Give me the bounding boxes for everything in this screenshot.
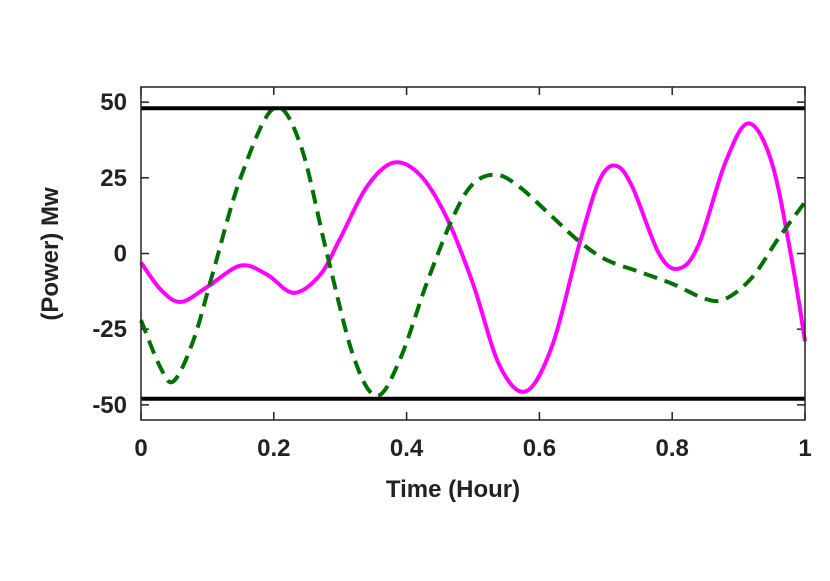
line: [139, 121, 807, 394]
y-axis-label: (Power) Mw: [37, 187, 64, 321]
x-tick-label: 1: [798, 435, 811, 462]
y-tick-label: 50: [100, 89, 127, 116]
line: [139, 105, 807, 398]
x-tick-label: 0.2: [257, 435, 290, 462]
x-tick-label: 0.8: [656, 435, 689, 462]
x-tick-label: 0.6: [523, 435, 556, 462]
x-tick-label: 0: [134, 435, 147, 462]
y-tick-label: -25: [92, 316, 127, 343]
x-axis-label: Time (Hour): [386, 476, 520, 503]
y-tick-label: 0: [114, 241, 127, 268]
y-tick-label: 25: [100, 165, 127, 192]
plot-frame: [140, 86, 806, 421]
x-tick-label: 0.4: [390, 435, 424, 462]
y-tick-label: -50: [92, 392, 127, 419]
